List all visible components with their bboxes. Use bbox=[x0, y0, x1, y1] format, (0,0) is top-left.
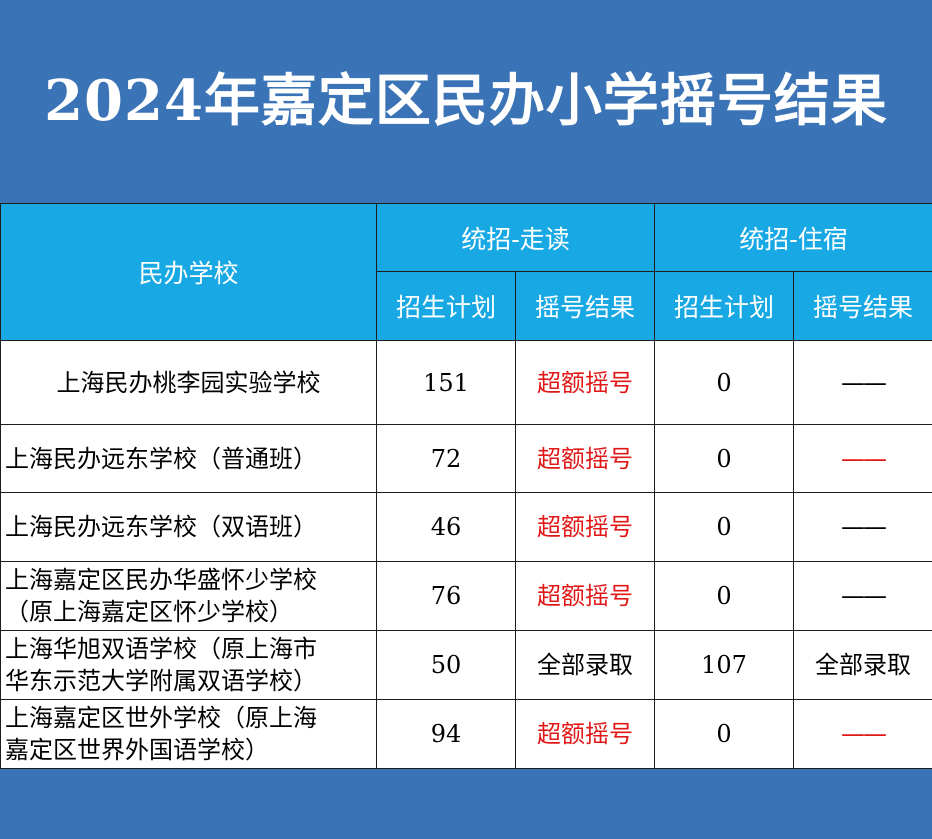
header-row-top: 民办学校 统招-走读 统招-住宿 bbox=[0, 203, 932, 341]
school-name: 上海民办远东学校（普通班） bbox=[5, 444, 317, 473]
day-plan-cell: 151 bbox=[376, 340, 516, 425]
boarding-result-cell: —— bbox=[793, 699, 932, 769]
header-row-sub: 招生计划 摇号结果 招生计划 摇号结果 bbox=[1, 271, 932, 341]
header-school: 民办学校 bbox=[0, 203, 377, 341]
school-name: 上海华旭双语学校（原上海市 bbox=[5, 635, 317, 663]
day-result-cell: 全部录取 bbox=[514, 630, 656, 700]
school-name-former: （原上海嘉定区怀少学校） bbox=[5, 598, 293, 626]
boarding-result-cell: —— bbox=[793, 424, 932, 493]
header-boarding-result: 摇号结果 bbox=[793, 271, 932, 341]
day-result-cell: 超额摇号 bbox=[514, 340, 656, 425]
day-plan-cell: 72 bbox=[376, 424, 516, 493]
school-name-cell: 上海民办远东学校（双语班） bbox=[0, 492, 377, 562]
header-day-result: 摇号结果 bbox=[514, 271, 656, 341]
boarding-plan-cell: 0 bbox=[654, 424, 795, 493]
day-plan-cell: 76 bbox=[376, 561, 516, 631]
day-plan-cell: 50 bbox=[376, 630, 516, 700]
school-name: 上海嘉定区民办华盛怀少学校 bbox=[5, 566, 317, 594]
school-name-cell: 上海嘉定区民办华盛怀少学校 （原上海嘉定区怀少学校） bbox=[0, 561, 377, 631]
boarding-plan-cell: 0 bbox=[654, 492, 795, 562]
footer-banner bbox=[0, 770, 932, 839]
boarding-result-cell: —— bbox=[793, 561, 932, 631]
boarding-plan-cell: 107 bbox=[654, 630, 795, 700]
boarding-plan-cell: 0 bbox=[654, 561, 795, 631]
boarding-plan-cell: 0 bbox=[654, 699, 795, 769]
boarding-result-cell: 全部录取 bbox=[793, 630, 932, 700]
school-name-cell: 上海民办桃李园实验学校 bbox=[0, 340, 377, 425]
boarding-result-cell: —— bbox=[793, 492, 932, 562]
day-plan-cell: 94 bbox=[376, 699, 516, 769]
table-row: 上海民办远东学校（双语班） 46 超额摇号 0 —— bbox=[0, 492, 932, 562]
lottery-results-table: 民办学校 统招-走读 统招-住宿 招生计划 摇号结果 招生计划 摇号结果 上海民… bbox=[0, 203, 932, 769]
school-name: 上海民办远东学校（双语班） bbox=[5, 513, 317, 541]
day-plan-cell: 46 bbox=[376, 492, 516, 562]
header-group-day: 统招-走读 bbox=[375, 203, 656, 272]
header-boarding-plan: 招生计划 bbox=[654, 271, 795, 341]
boarding-result-cell: —— bbox=[793, 340, 932, 425]
school-name-cell: 上海嘉定区世外学校（原上海 嘉定区世界外国语学校） bbox=[0, 699, 377, 769]
header-group-boarding: 统招-住宿 bbox=[654, 203, 932, 272]
title-banner: 2024年嘉定区民办小学摇号结果 bbox=[0, 0, 932, 203]
day-result-cell: 超额摇号 bbox=[514, 699, 656, 769]
table-row: 上海民办桃李园实验学校 151 超额摇号 0 —— bbox=[0, 340, 932, 425]
header-day-plan: 招生计划 bbox=[376, 271, 516, 341]
school-name-former: 嘉定区世界外国语学校） bbox=[5, 736, 269, 764]
page-title: 2024年嘉定区民办小学摇号结果 bbox=[44, 68, 888, 134]
day-result-cell: 超额摇号 bbox=[514, 424, 656, 493]
table-row: 上海嘉定区民办华盛怀少学校 （原上海嘉定区怀少学校） 76 超额摇号 0 —— bbox=[0, 561, 932, 631]
day-result-cell: 超额摇号 bbox=[514, 492, 656, 562]
school-name-cell: 上海华旭双语学校（原上海市 华东示范大学附属双语学校） bbox=[0, 630, 377, 700]
table-row: 上海嘉定区世外学校（原上海 嘉定区世界外国语学校） 94 超额摇号 0 —— bbox=[0, 699, 932, 769]
table-row: 上海华旭双语学校（原上海市 华东示范大学附属双语学校） 50 全部录取 107 … bbox=[0, 630, 932, 700]
boarding-plan-cell: 0 bbox=[654, 340, 795, 425]
table-row: 上海民办远东学校（普通班） 72 超额摇号 0 —— bbox=[0, 424, 932, 493]
school-name-cell: 上海民办远东学校（普通班） bbox=[0, 424, 377, 493]
school-name-former: 华东示范大学附属双语学校） bbox=[5, 667, 317, 695]
day-result-cell: 超额摇号 bbox=[514, 561, 656, 631]
school-name: 上海民办桃李园实验学校 bbox=[56, 368, 321, 397]
school-name: 上海嘉定区世外学校（原上海 bbox=[5, 704, 317, 732]
